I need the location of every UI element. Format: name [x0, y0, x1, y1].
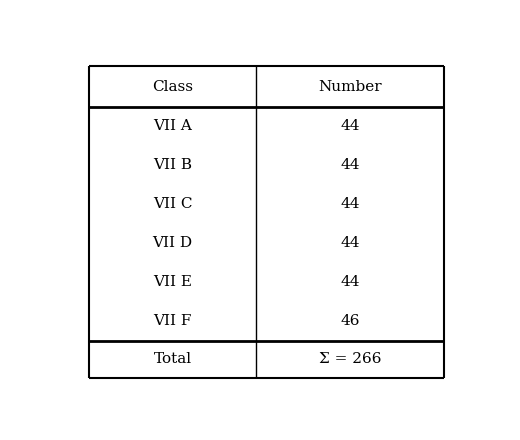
Text: VII F: VII F: [153, 314, 192, 328]
Text: 46: 46: [340, 314, 360, 328]
Text: 44: 44: [340, 158, 360, 172]
Text: 44: 44: [340, 275, 360, 290]
Text: 44: 44: [340, 120, 360, 133]
Text: VII D: VII D: [152, 236, 192, 250]
Text: VII B: VII B: [153, 158, 192, 172]
Text: VII E: VII E: [153, 275, 192, 290]
Text: Total: Total: [153, 352, 191, 367]
Text: Number: Number: [318, 80, 382, 94]
Text: 44: 44: [340, 236, 360, 250]
Text: Σ = 266: Σ = 266: [319, 352, 381, 367]
Text: 44: 44: [340, 198, 360, 211]
Text: Class: Class: [152, 80, 193, 94]
Text: VII A: VII A: [153, 120, 192, 133]
Text: VII C: VII C: [153, 198, 192, 211]
